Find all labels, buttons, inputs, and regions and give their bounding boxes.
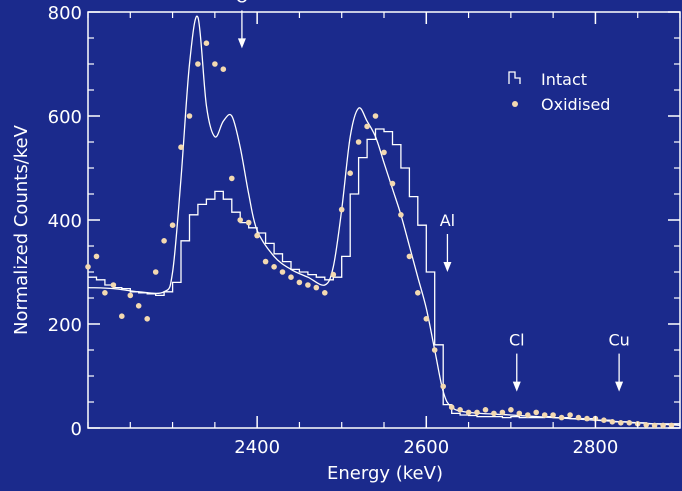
oxidised-point-54 <box>541 412 548 418</box>
annotation-layer: O Al Cl Cu <box>236 0 630 392</box>
oxidised-point-49 <box>499 409 506 416</box>
legend: Intact Oxidised <box>508 70 610 114</box>
x-axis-label: Energy (keV) <box>327 463 443 484</box>
annotation-arrowhead-1 <box>443 262 452 272</box>
oxidised-point-19 <box>245 219 252 226</box>
oxidised-point-38 <box>406 253 413 260</box>
oxidised-point-30 <box>338 206 345 213</box>
y-tick-label-3: 600 <box>48 107 82 128</box>
oxidised-point-6 <box>135 303 142 309</box>
oxidised-point-13 <box>195 61 201 67</box>
oxidised-point-3 <box>110 282 117 288</box>
oxidised-point-40 <box>423 316 430 322</box>
oxidised-point-50 <box>508 407 514 413</box>
oxidised-point-42 <box>440 383 447 390</box>
annotation-label-3: Cu <box>608 331 629 350</box>
legend-intact-swatch <box>508 71 521 84</box>
oxidised-point-59 <box>584 415 590 422</box>
x-tick-label-1: 2600 <box>403 437 449 458</box>
oxidised-point-39 <box>415 290 421 296</box>
oxidised-point-21 <box>262 258 269 265</box>
oxidised-point-2 <box>102 290 108 296</box>
oxidised-point-34 <box>372 113 379 119</box>
oxidised-point-16 <box>220 66 227 72</box>
oxidised-point-32 <box>355 139 362 145</box>
legend-oxidised-label: Oxidised <box>541 95 610 114</box>
oxidised-point-1 <box>93 253 100 260</box>
oxidised-point-26 <box>305 282 311 288</box>
oxidised-point-10 <box>169 222 176 228</box>
y-axis-label: Normalized Counts/keV <box>11 124 32 335</box>
oxidised-point-18 <box>237 217 243 223</box>
oxidised-point-66 <box>643 422 649 428</box>
oxidised-point-4 <box>119 313 125 320</box>
oxidised-point-28 <box>322 290 328 296</box>
oxidised-point-24 <box>288 274 294 281</box>
legend-oxidised-swatch <box>512 101 518 107</box>
oxidised-point-8 <box>152 269 159 275</box>
oxidised-point-29 <box>330 271 337 278</box>
annotation-label-1: Al <box>440 211 455 230</box>
oxidised-point-20 <box>254 232 260 239</box>
annotation-arrowhead-3 <box>615 381 624 392</box>
oxidised-point-62 <box>609 419 616 425</box>
oxidised-point-41 <box>431 347 438 353</box>
oxidised-point-27 <box>313 284 320 291</box>
oxidised-point-58 <box>575 414 582 421</box>
oxidised-point-68 <box>660 422 666 429</box>
oxidised-point-67 <box>651 422 658 429</box>
oxidised-point-51 <box>516 410 523 417</box>
oxidised-point-9 <box>161 238 167 244</box>
oxidised-point-23 <box>279 269 286 275</box>
oxidised-point-0 <box>85 264 91 270</box>
oxidised-point-47 <box>482 407 489 413</box>
oxidised-point-46 <box>474 409 480 416</box>
oxidised-point-33 <box>364 123 370 130</box>
series-simulation-curve <box>87 15 681 427</box>
oxidised-point-5 <box>127 292 134 299</box>
axes-layer: 2400 2600 2800 0 200 400 600 800 <box>48 3 681 458</box>
annotation-label-0: O <box>236 0 249 6</box>
oxidised-point-36 <box>389 180 396 187</box>
annotation-arrowhead-0 <box>237 38 246 49</box>
oxidised-point-55 <box>550 412 556 418</box>
series-layer <box>85 15 681 429</box>
y-tick-label-0: 0 <box>71 419 82 440</box>
oxidised-point-7 <box>144 316 150 322</box>
oxidised-point-11 <box>178 144 184 150</box>
oxidised-point-44 <box>457 407 463 413</box>
oxidised-point-57 <box>567 412 573 418</box>
oxidised-point-69 <box>668 422 675 429</box>
oxidised-point-31 <box>347 170 354 176</box>
x-tick-label-0: 2400 <box>234 437 280 458</box>
x-tick-label-2: 2800 <box>573 437 619 458</box>
oxidised-point-17 <box>229 175 235 182</box>
y-tick-label-1: 200 <box>48 315 82 336</box>
oxidised-point-56 <box>558 414 565 421</box>
oxidised-point-64 <box>626 420 633 426</box>
oxidised-point-15 <box>212 61 218 67</box>
oxidised-point-12 <box>186 113 193 119</box>
oxidised-point-25 <box>296 279 303 286</box>
oxidised-point-14 <box>203 40 210 46</box>
oxidised-point-63 <box>618 420 624 426</box>
oxidised-point-45 <box>465 409 472 416</box>
y-tick-label-2: 400 <box>48 211 82 232</box>
oxidised-point-43 <box>448 404 455 411</box>
oxidised-point-61 <box>601 417 607 424</box>
legend-intact-label: Intact <box>541 70 587 89</box>
annotation-arrowhead-2 <box>512 381 521 392</box>
oxidised-point-35 <box>381 149 387 156</box>
annotation-label-2: Cl <box>509 331 525 350</box>
oxidised-point-52 <box>525 412 531 418</box>
oxidised-point-22 <box>271 264 277 270</box>
oxidised-point-37 <box>398 212 404 218</box>
oxidised-point-53 <box>533 409 539 416</box>
oxidised-point-48 <box>491 410 497 417</box>
y-tick-label-4: 800 <box>48 3 82 24</box>
